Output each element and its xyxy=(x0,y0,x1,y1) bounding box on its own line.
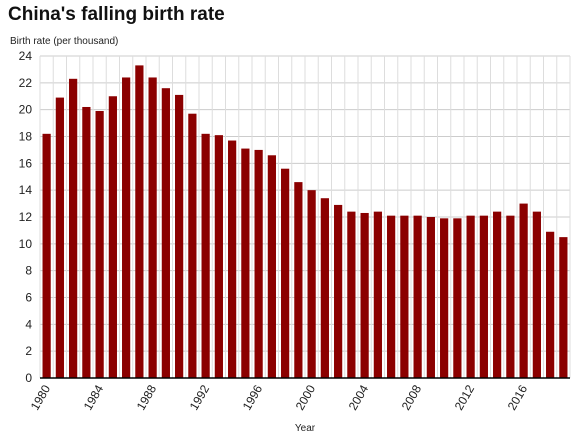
x-axis-title: Year xyxy=(295,423,316,434)
y-tick-label: 6 xyxy=(25,291,32,305)
bar-2015 xyxy=(506,215,515,378)
x-tick-label: 1984 xyxy=(81,382,107,412)
bar-2003 xyxy=(347,211,356,378)
bar-1980 xyxy=(42,133,51,378)
bar-2016 xyxy=(519,203,528,378)
bar-2000 xyxy=(307,190,316,378)
bar-1987 xyxy=(135,65,144,379)
bar-1986 xyxy=(122,77,131,378)
chart-title: China's falling birth rate xyxy=(8,4,225,25)
bar-1999 xyxy=(294,182,303,378)
y-tick-label: 22 xyxy=(19,76,33,90)
x-tick-label: 2004 xyxy=(346,382,372,412)
bar-1985 xyxy=(108,96,117,378)
bar-2014 xyxy=(493,211,502,378)
x-tick-label: 2012 xyxy=(452,382,478,412)
bar-1996 xyxy=(254,149,263,378)
bar-2018 xyxy=(546,231,555,378)
bar-1989 xyxy=(161,88,170,378)
bars xyxy=(42,65,568,379)
bar-1997 xyxy=(267,155,276,378)
y-tick-label: 0 xyxy=(25,371,32,385)
y-tick-label: 18 xyxy=(19,130,33,144)
y-tick-label: 24 xyxy=(19,49,33,63)
bar-1991 xyxy=(188,113,197,379)
y-tick-label: 12 xyxy=(19,210,33,224)
bar-1992 xyxy=(201,133,210,378)
y-tick-label: 20 xyxy=(19,103,33,117)
bar-2009 xyxy=(426,217,435,378)
bar-2006 xyxy=(387,215,396,378)
x-tick-label: 1996 xyxy=(240,382,266,412)
bar-1981 xyxy=(55,97,64,378)
x-tick-label: 2008 xyxy=(399,382,425,412)
x-tick-label: 1992 xyxy=(187,382,213,412)
x-tick-label: 1988 xyxy=(134,382,160,412)
bar-2008 xyxy=(413,215,422,378)
y-tick-label: 14 xyxy=(19,183,33,197)
bar-1983 xyxy=(82,106,91,378)
bar-2002 xyxy=(334,204,343,378)
x-axis-ticks: 1980 1984 1988 1992 1996 2000 2004 2008 2012 2016 xyxy=(28,382,531,412)
y-tick-label: 2 xyxy=(25,344,32,358)
x-tick-label: 1980 xyxy=(28,382,54,412)
bar-1988 xyxy=(148,77,157,378)
y-tick-label: 4 xyxy=(25,317,32,331)
bar-2007 xyxy=(400,215,409,378)
bar-2012 xyxy=(466,215,475,378)
bar-1993 xyxy=(214,135,223,378)
bar-1998 xyxy=(281,168,290,378)
grid xyxy=(39,55,571,379)
bar-2013 xyxy=(479,215,488,378)
bar-1982 xyxy=(69,78,78,378)
bar-2004 xyxy=(360,212,369,378)
y-axis-title: Birth rate (per thousand) xyxy=(10,36,118,47)
bar-1984 xyxy=(95,111,104,378)
y-tick-label: 8 xyxy=(25,264,32,278)
y-tick-label: 16 xyxy=(19,156,33,170)
bar-2019 xyxy=(559,237,568,378)
bar-2011 xyxy=(453,218,462,378)
bar-2005 xyxy=(373,211,382,378)
bar-1995 xyxy=(241,148,250,378)
x-tick-label: 2000 xyxy=(293,382,319,412)
bar-1990 xyxy=(175,94,184,379)
y-tick-label: 10 xyxy=(19,237,33,251)
x-tick-label: 2016 xyxy=(505,382,531,412)
bar-2001 xyxy=(320,198,329,378)
bar-1994 xyxy=(228,140,237,378)
bar-2017 xyxy=(532,211,541,378)
bar-2010 xyxy=(440,218,449,378)
